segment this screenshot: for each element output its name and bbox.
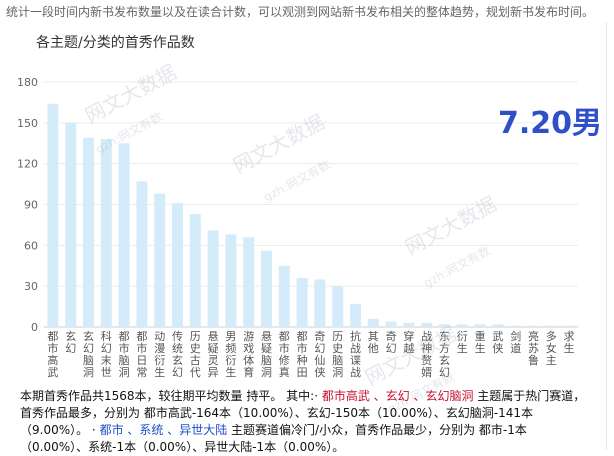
x-tick-label: 男频衍生 <box>225 330 236 379</box>
x-tick-label: 奇幻仙侠 <box>314 330 325 379</box>
x-tick-label: 传统玄幻 <box>172 330 183 379</box>
x-tick-label: 悬疑脑洞 <box>261 330 272 379</box>
x-tick-label: 其他 <box>368 330 379 355</box>
highlight-value: 7.20男 <box>498 106 603 141</box>
bar[interactable] <box>136 181 148 327</box>
x-tick-label: 多女主 <box>546 329 557 367</box>
bar[interactable] <box>65 122 77 327</box>
chart-title: 各主题/分类的首秀作品数 <box>36 35 195 51</box>
x-tick-label: 战神赘婿 <box>421 330 432 379</box>
x-tick-label: 科幻末世 <box>101 329 112 379</box>
x-tick-label: 都市高武 <box>47 330 58 379</box>
x-tick-label: 抗战谍战 <box>350 329 361 379</box>
bar[interactable] <box>367 318 379 327</box>
cold-genres: 都市 、系统 、异世大陆 <box>99 423 228 437</box>
bar[interactable] <box>314 279 326 327</box>
bar[interactable] <box>278 265 290 327</box>
bar[interactable] <box>100 139 112 327</box>
bar[interactable] <box>82 137 95 327</box>
bar[interactable] <box>456 324 468 327</box>
bar[interactable] <box>474 324 486 327</box>
x-tick-label: 都市日常 <box>136 330 147 379</box>
x-tick-label: 都市脑洞 <box>119 330 130 379</box>
x-tick-label: 历史古代 <box>190 330 201 379</box>
page-description: 统计一段时间内新书发布数量以及在读合计数，可以观测到网站新书发布相关的整体趋势，… <box>6 5 595 19</box>
bar[interactable] <box>385 321 397 327</box>
bar[interactable] <box>438 324 451 327</box>
summary-part-1: 本期首秀作品共1568本，较往期平均数量 持平。 其中:· <box>20 389 322 403</box>
bar[interactable] <box>492 324 504 327</box>
x-tick-label: 剑道 <box>510 329 521 355</box>
y-tick-label: 180 <box>17 76 38 89</box>
bar[interactable] <box>47 103 59 328</box>
bar[interactable] <box>243 237 255 327</box>
bar[interactable] <box>510 325 522 327</box>
summary-text: 本期首秀作品共1568本，较往期平均数量 持平。 其中:· 都市高武 、玄幻 、… <box>20 388 592 456</box>
bar[interactable] <box>332 286 344 327</box>
x-tick-label: 玄幻脑洞 <box>83 329 94 379</box>
bar[interactable] <box>527 325 540 327</box>
y-tick-label: 60 <box>24 239 38 252</box>
x-tick-label: 穿越 <box>403 329 414 355</box>
bar[interactable] <box>189 214 201 327</box>
bar[interactable] <box>207 230 219 327</box>
x-tick-label: 玄幻 <box>65 329 76 355</box>
bar[interactable] <box>421 322 433 327</box>
x-tick-label: 都市种田 <box>297 330 308 379</box>
hot-genres: 都市高武 、玄幻 、玄幻脑洞 <box>321 389 474 403</box>
bar[interactable] <box>563 325 575 327</box>
x-tick-label: 武侠 <box>492 330 503 355</box>
x-tick-label: 悬疑灵异 <box>208 330 219 379</box>
bar[interactable] <box>349 303 362 327</box>
x-tick-label: 动漫衍生 <box>154 330 165 379</box>
y-tick-label: 90 <box>24 199 38 212</box>
bar[interactable] <box>171 203 184 327</box>
x-tick-label: 亮苏鲁 <box>528 329 539 367</box>
x-tick-label: 游戏体育 <box>243 330 254 379</box>
x-tick-label: 衍生 <box>457 329 468 355</box>
bar[interactable] <box>260 250 273 327</box>
x-tick-label: 都市修真 <box>279 330 290 379</box>
y-tick-label: 150 <box>17 117 38 130</box>
bar[interactable] <box>403 322 415 327</box>
bar[interactable] <box>296 278 308 327</box>
x-tick-label: 重生 <box>475 329 486 355</box>
bar[interactable] <box>225 234 237 327</box>
bar[interactable] <box>118 143 130 327</box>
y-tick-label: 30 <box>24 280 38 293</box>
x-tick-label: 求生 <box>564 330 575 355</box>
x-tick-label: 历史脑洞 <box>332 330 343 379</box>
y-tick-label: 0 <box>31 321 38 334</box>
summary-part-2: 主题属于热门赛道，首秀作品最多，分别为 都市高武-164本（10.00%）、玄幻… <box>20 389 586 437</box>
bar[interactable] <box>154 193 166 327</box>
bar[interactable] <box>545 325 557 327</box>
x-tick-label: 奇幻 <box>386 330 397 355</box>
y-tick-label: 120 <box>17 158 38 171</box>
x-tick-label: 东方玄幻 <box>439 330 450 379</box>
